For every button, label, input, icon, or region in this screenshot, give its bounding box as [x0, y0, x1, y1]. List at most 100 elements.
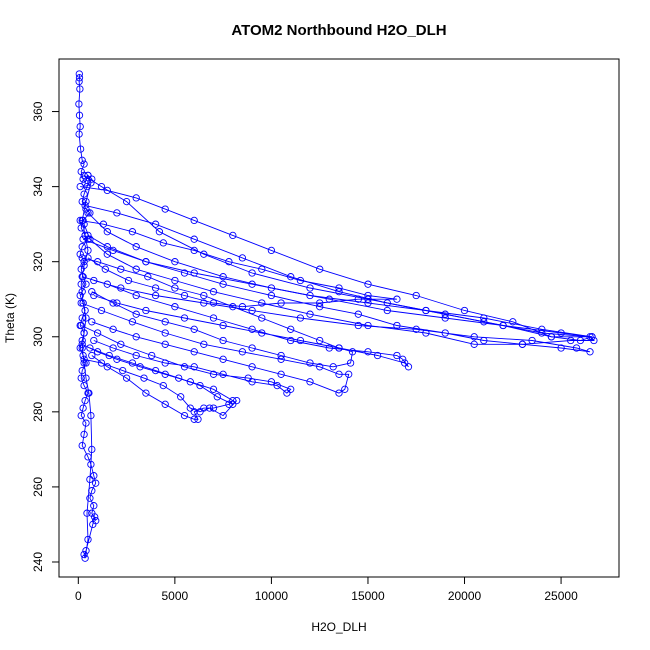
- data-point: [84, 254, 92, 262]
- data-point: [401, 359, 409, 367]
- data-point: [80, 430, 88, 439]
- data-point: [144, 273, 152, 281]
- data-point: [186, 404, 194, 412]
- data-point: [209, 299, 218, 307]
- data-point: [78, 156, 86, 164]
- data-point: [277, 351, 285, 360]
- data-point: [90, 336, 98, 345]
- data-point: [345, 370, 353, 378]
- data-point: [306, 284, 314, 292]
- data-point: [75, 74, 84, 82]
- data-point: [306, 291, 314, 300]
- data-point: [316, 336, 324, 345]
- data-point: [86, 209, 94, 217]
- data-point: [81, 396, 89, 405]
- series-5: [78, 273, 413, 371]
- series-7: [77, 321, 295, 397]
- data-point: [132, 333, 140, 341]
- data-point: [78, 216, 86, 225]
- data-point: [132, 243, 140, 251]
- data-point: [244, 374, 252, 382]
- data-point: [364, 299, 372, 307]
- data-point: [528, 336, 536, 345]
- y-tick-label: 300: [31, 326, 45, 346]
- data-point: [80, 171, 88, 180]
- data-series-group: [75, 70, 598, 562]
- data-point: [140, 374, 148, 382]
- data-point: [393, 321, 401, 330]
- data-point: [306, 359, 314, 367]
- data-point: [354, 295, 362, 303]
- y-tick-label: 360: [31, 101, 45, 121]
- data-point: [113, 209, 121, 217]
- data-point: [148, 351, 156, 360]
- series-line: [78, 73, 97, 559]
- data-point: [316, 363, 324, 371]
- data-point: [77, 374, 85, 382]
- data-point: [287, 325, 295, 333]
- data-point: [122, 374, 131, 382]
- data-point: [82, 419, 90, 427]
- data-point: [81, 554, 89, 562]
- data-point: [209, 385, 218, 393]
- data-point: [335, 370, 343, 378]
- data-point: [86, 344, 94, 352]
- data-point: [93, 329, 102, 337]
- data-point: [81, 179, 89, 187]
- data-point: [128, 318, 137, 326]
- data-point: [364, 348, 372, 356]
- data-point: [84, 209, 92, 217]
- y-tick-label: 280: [31, 402, 45, 422]
- data-point: [80, 355, 88, 363]
- data-point: [88, 445, 96, 454]
- data-point: [76, 344, 84, 352]
- data-point: [277, 299, 285, 307]
- data-point: [190, 408, 198, 416]
- data-point: [399, 355, 407, 363]
- data-point: [364, 280, 372, 288]
- data-point: [78, 336, 86, 345]
- data-point: [190, 348, 198, 356]
- data-point: [480, 336, 488, 345]
- data-point: [151, 291, 160, 300]
- data-point: [287, 385, 295, 393]
- data-point: [90, 472, 98, 480]
- data-point: [258, 314, 266, 322]
- data-point: [316, 265, 324, 273]
- data-point: [238, 303, 247, 311]
- chart-title: ATOM2 Northbound H2O_DLH: [231, 22, 446, 39]
- data-point: [87, 460, 95, 469]
- data-point: [200, 404, 208, 412]
- series-line: [80, 186, 593, 338]
- data-point: [364, 291, 372, 300]
- data-point: [77, 280, 85, 288]
- data-point: [75, 77, 83, 86]
- data-point: [209, 370, 218, 378]
- data-point: [78, 314, 86, 322]
- data-point: [316, 303, 324, 311]
- data-point: [267, 246, 276, 255]
- data-point: [132, 351, 140, 360]
- data-point: [117, 340, 125, 348]
- data-point: [258, 329, 266, 337]
- data-point: [84, 535, 92, 544]
- data-point: [441, 329, 449, 337]
- data-point: [105, 351, 113, 360]
- series-11: [78, 254, 357, 371]
- x-tick-label: 10000: [255, 589, 289, 603]
- data-point: [80, 261, 88, 270]
- data-point: [83, 509, 91, 517]
- data-point: [267, 284, 276, 292]
- data-point: [82, 547, 90, 555]
- data-point: [422, 306, 430, 315]
- series-line: [82, 257, 354, 368]
- data-point: [248, 378, 256, 386]
- data-point: [180, 363, 189, 371]
- data-point: [90, 502, 98, 510]
- data-point: [80, 359, 88, 367]
- series-10: [76, 182, 596, 341]
- y-tick-label: 240: [31, 552, 45, 572]
- data-point: [79, 351, 87, 360]
